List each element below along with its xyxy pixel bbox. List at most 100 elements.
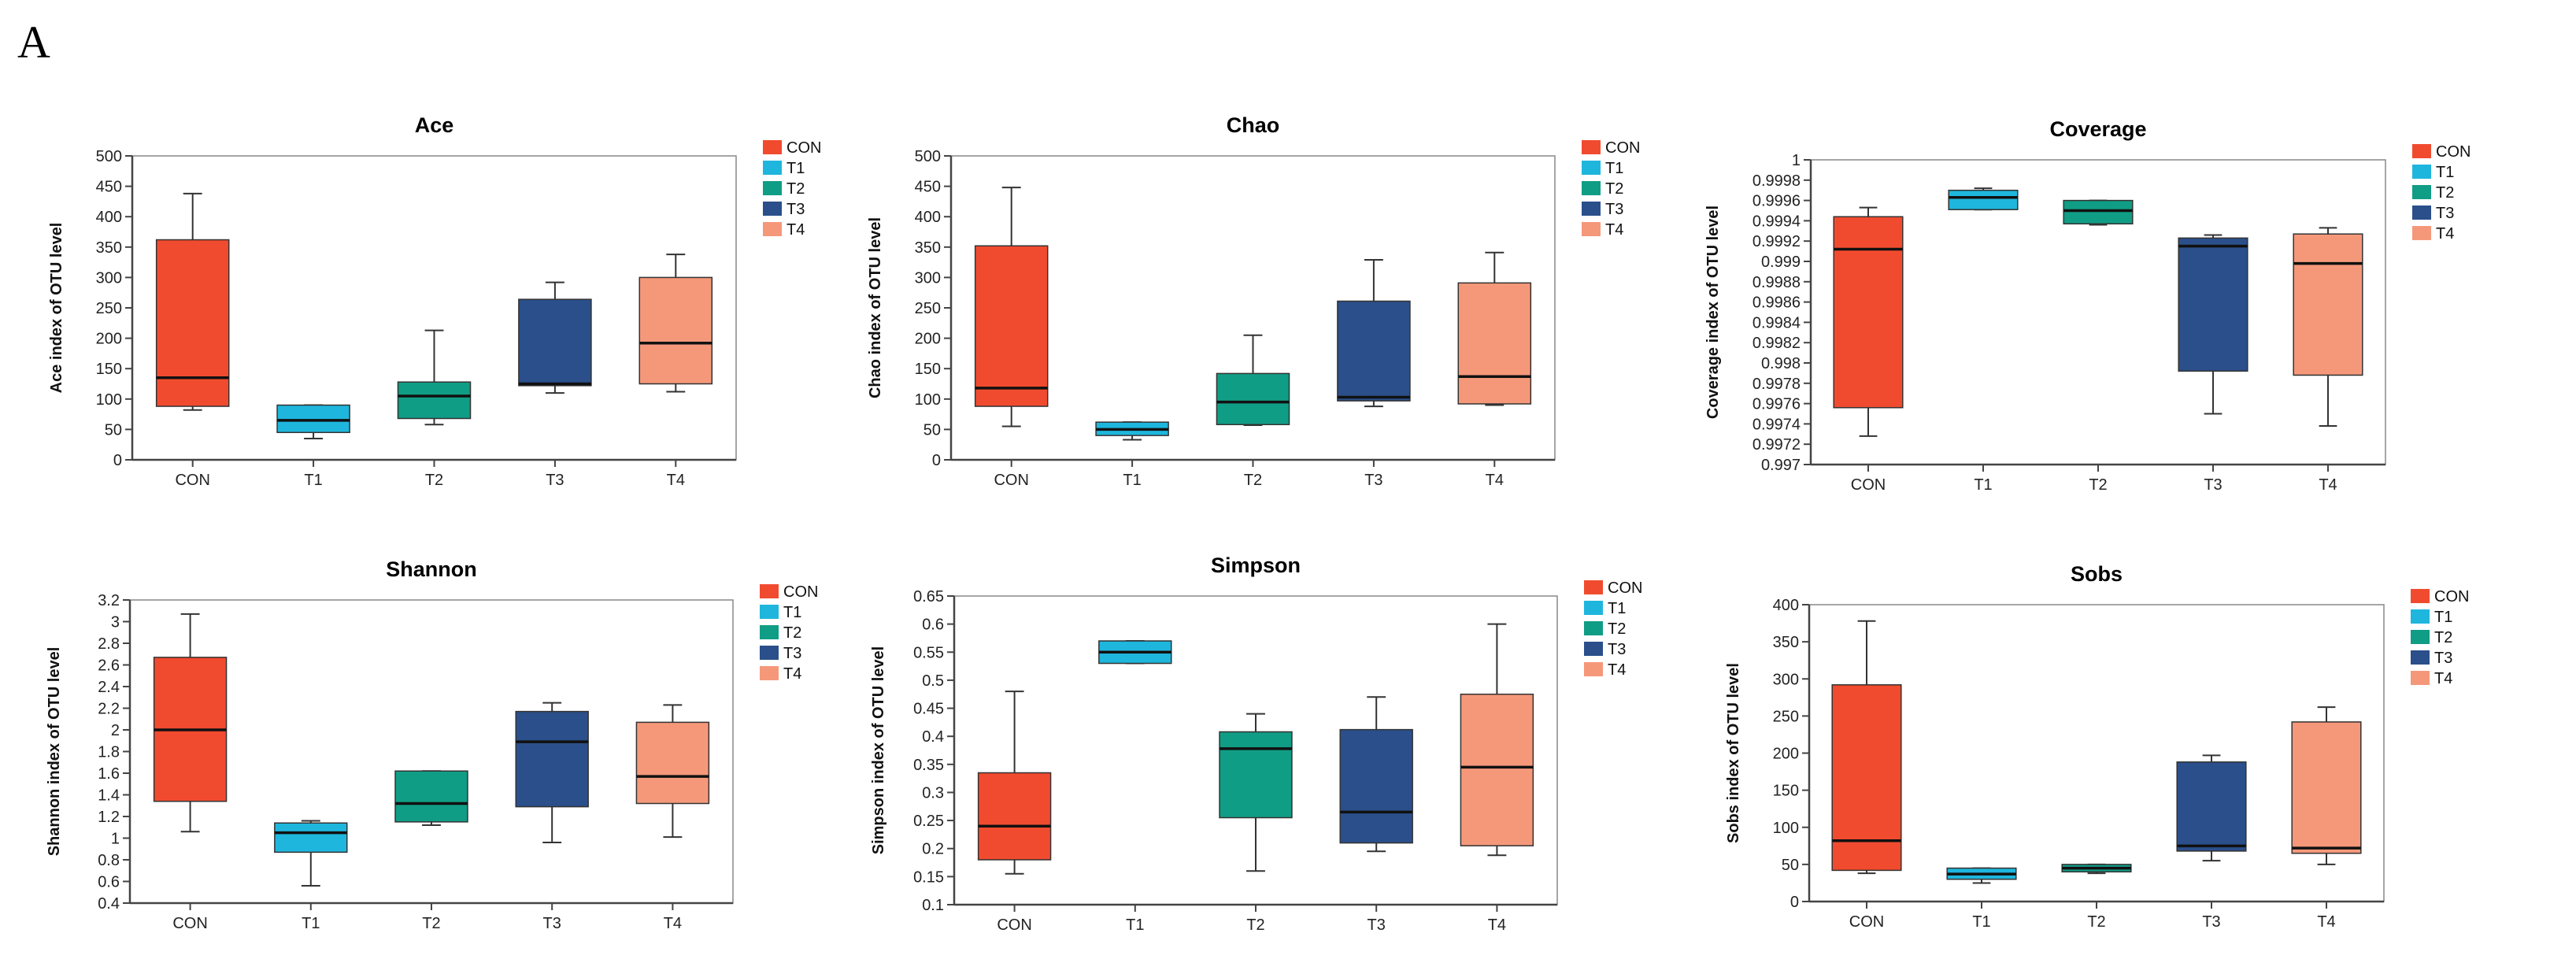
legend-swatch-t3 xyxy=(1584,642,1603,656)
y-tick-label: 2.4 xyxy=(98,679,120,696)
y-tick-label: 50 xyxy=(1782,857,1799,874)
x-tick-label: CON xyxy=(997,916,1031,934)
box-t1 xyxy=(1095,421,1169,441)
y-tick-label: 0 xyxy=(932,452,941,469)
legend-swatch-con xyxy=(1582,140,1601,154)
box-iqr xyxy=(638,276,713,385)
y-tick-label: 50 xyxy=(105,421,122,439)
chart-title: Shannon xyxy=(386,557,477,581)
legend: CON T1 T2 T3 T4 xyxy=(2411,588,2469,687)
y-tick-label: 350 xyxy=(1773,634,1799,651)
box-t1 xyxy=(1948,187,2019,211)
box-t3 xyxy=(1339,696,1413,853)
x-tick-label: T3 xyxy=(546,472,564,489)
y-tick-label: 250 xyxy=(915,300,941,317)
legend-swatch-con xyxy=(763,140,782,154)
x-tick-label: T1 xyxy=(1123,472,1141,489)
x-tick-label: CON xyxy=(172,915,207,932)
box-iqr xyxy=(1339,728,1413,844)
box-con xyxy=(1833,206,1904,437)
y-tick-label: 0.9994 xyxy=(1752,213,1801,230)
y-tick-label: 0.4 xyxy=(922,728,944,746)
y-tick-label: 0.9996 xyxy=(1752,193,1801,210)
y-tick-label: 0.9974 xyxy=(1752,416,1801,433)
y-tick-label: 400 xyxy=(1773,597,1799,614)
box-iqr xyxy=(977,772,1052,861)
chart-title: Chao xyxy=(1227,113,1280,137)
legend-swatch-t4 xyxy=(760,666,779,680)
x-tick-label: T3 xyxy=(1364,472,1382,489)
box-t1 xyxy=(276,404,350,439)
legend-swatch-t4 xyxy=(763,222,782,236)
chart-ace: Ace 0 50 100 150 200 250 300 350 400 450 500 Ace ind… xyxy=(48,113,821,489)
legend-label: T2 xyxy=(783,624,801,642)
box-iqr xyxy=(1948,189,2019,210)
legend-swatch-t4 xyxy=(2411,671,2430,685)
chart-simpson: Simpson 0.1 0.15 0.2 0.25 0.3 0.35 0.4 0.45 0.5 0.… xyxy=(870,554,1642,934)
y-tick-label: 200 xyxy=(1773,746,1799,763)
x-tick-label: T4 xyxy=(1486,472,1504,489)
box-t2 xyxy=(1219,713,1293,872)
legend-swatch-t2 xyxy=(760,625,779,639)
x-tick-label: CON xyxy=(175,472,209,489)
box-iqr xyxy=(394,770,468,823)
legend-swatch-t2 xyxy=(2411,630,2430,644)
y-tick-label: 0.9988 xyxy=(1752,274,1801,291)
y-tick-label: 0.55 xyxy=(913,644,944,661)
legend-label: CON xyxy=(786,139,821,157)
box-t3 xyxy=(2176,754,2247,862)
box-iqr xyxy=(1219,731,1293,819)
y-tick-label: 0.9992 xyxy=(1752,233,1801,250)
x-tick-label: T1 xyxy=(1126,916,1144,934)
legend-swatch-t4 xyxy=(1584,662,1603,676)
y-tick-label: 0.998 xyxy=(1761,355,1801,372)
legend-label: T1 xyxy=(2436,164,2454,181)
legend-swatch-t2 xyxy=(763,181,782,195)
y-tick-label: 3 xyxy=(111,614,120,631)
legend: CON T1 T2 T3 T4 xyxy=(2412,143,2471,243)
box-t2 xyxy=(397,329,472,426)
y-tick-label: 0.9984 xyxy=(1752,314,1801,331)
y-tick-label: 0.45 xyxy=(913,701,944,718)
legend-swatch-t1 xyxy=(760,605,779,619)
box-t2 xyxy=(394,770,468,826)
chart-sobs: Sobs 0 50 100 150 200 250 300 350 400 Sobs index o… xyxy=(1725,562,2469,931)
y-tick-label: 0.3 xyxy=(922,784,944,802)
y-tick-label: 200 xyxy=(96,331,122,348)
legend: CON T1 T2 T3 T4 xyxy=(1584,579,1642,679)
legend-label: CON xyxy=(783,583,818,601)
y-tick-label: 350 xyxy=(915,239,941,257)
legend: CON T1 T2 T3 T4 xyxy=(760,583,818,683)
legend-swatch-t4 xyxy=(1582,222,1601,236)
x-tick-label: T3 xyxy=(2202,913,2220,931)
y-tick-label: 100 xyxy=(96,391,122,409)
legend-swatch-con xyxy=(2411,589,2430,603)
y-tick-label: 2.8 xyxy=(98,635,120,653)
y-tick-label: 0.999 xyxy=(1761,254,1801,271)
y-tick-label: 1.2 xyxy=(98,809,120,826)
y-tick-label: 1 xyxy=(111,831,120,848)
legend-label: T3 xyxy=(1608,641,1626,658)
y-axis-label: Simpson index of OTU level xyxy=(870,646,887,855)
chart-coverage: Coverage 0.997 0.9972 0.9974 0.9976 0.9978 0.9… xyxy=(1704,117,2471,494)
box-t4 xyxy=(2293,227,2363,427)
legend-label: T2 xyxy=(786,180,805,198)
y-axis-label: Chao index of OTU level xyxy=(867,217,884,398)
legend: CON T1 T2 T3 T4 xyxy=(763,139,821,239)
y-tick-label: 400 xyxy=(915,209,941,226)
box-iqr xyxy=(1460,693,1534,846)
chart-title: Sobs xyxy=(2071,562,2123,586)
y-tick-label: 0.6 xyxy=(922,616,944,634)
legend-label: T4 xyxy=(786,221,805,239)
legend-label: T3 xyxy=(2436,205,2454,222)
legend-swatch-t3 xyxy=(2411,650,2430,665)
box-t2 xyxy=(1216,334,1290,426)
box-iqr xyxy=(1337,300,1411,402)
y-tick-label: 150 xyxy=(915,361,941,378)
y-axis-label: Coverage index of OTU level xyxy=(1704,206,1722,419)
chart-title: Coverage xyxy=(2049,117,2146,141)
y-tick-label: 200 xyxy=(915,331,941,348)
legend-swatch-t2 xyxy=(2412,185,2431,199)
box-iqr xyxy=(518,298,592,387)
